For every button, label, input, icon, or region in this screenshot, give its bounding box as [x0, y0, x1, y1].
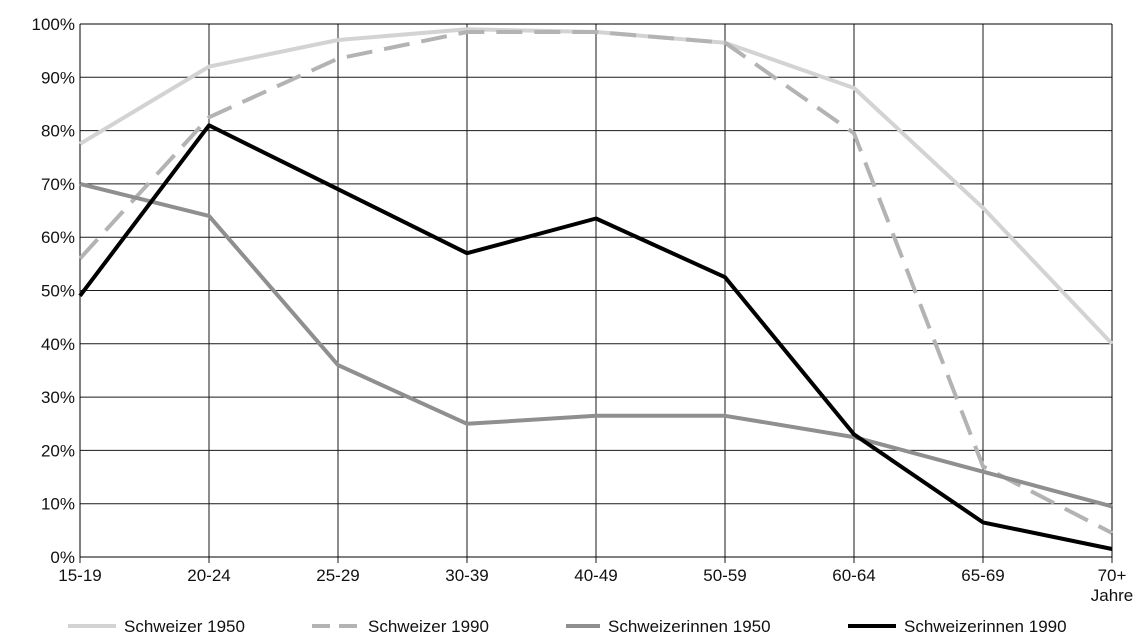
x-tick-label: 65-69: [961, 566, 1004, 585]
legend-label: Schweizer 1950: [124, 617, 245, 636]
x-axis-ticks: 15-19 20-24 25-29 30-39 40-49 50-59 60-64 65-69…: [58, 566, 1133, 605]
y-tick-label: 10%: [41, 495, 75, 514]
y-tick-label: 0%: [50, 548, 75, 567]
y-tick-label: 50%: [41, 282, 75, 301]
x-tick-label: 30-39: [445, 566, 488, 585]
y-tick-label: 20%: [41, 441, 75, 460]
x-tick-label: 70+: [1098, 566, 1127, 585]
y-axis-ticks: 0% 10% 20% 30% 40% 50% 60% 70% 80% 90% 100%: [32, 15, 75, 567]
y-tick-label: 100%: [32, 15, 75, 34]
series-line-schweizerinnen-1950: [79, 181, 1113, 509]
legend-label: Schweizerinnen 1990: [904, 617, 1067, 636]
legend: Schweizer 1950 Schweizer 1990 Schweizerinn…: [68, 617, 1067, 636]
legend-label: Schweizerinnen 1950: [608, 617, 771, 636]
x-tick-label: 25-29: [316, 566, 359, 585]
gridlines: [79, 23, 1113, 563]
x-tick-label: Jahre: [1091, 586, 1134, 605]
y-tick-label: 40%: [41, 335, 75, 354]
x-tick-label: 20-24: [187, 566, 230, 585]
y-tick-label: 70%: [41, 175, 75, 194]
x-tick-label: 40-49: [574, 566, 617, 585]
legend-label: Schweizer 1990: [368, 617, 489, 636]
y-tick-label: 30%: [41, 388, 75, 407]
y-tick-label: 90%: [41, 68, 75, 87]
y-tick-label: 80%: [41, 122, 75, 141]
y-tick-label: 60%: [41, 228, 75, 247]
x-tick-label: 60-64: [832, 566, 875, 585]
series-lines: [78, 27, 1114, 551]
x-tick-label: 15-19: [58, 566, 101, 585]
series-line-schweizer-1990: [78, 30, 1113, 535]
series-line-schweizerinnen-1990: [78, 123, 1113, 551]
x-tick-label: 50-59: [703, 566, 746, 585]
